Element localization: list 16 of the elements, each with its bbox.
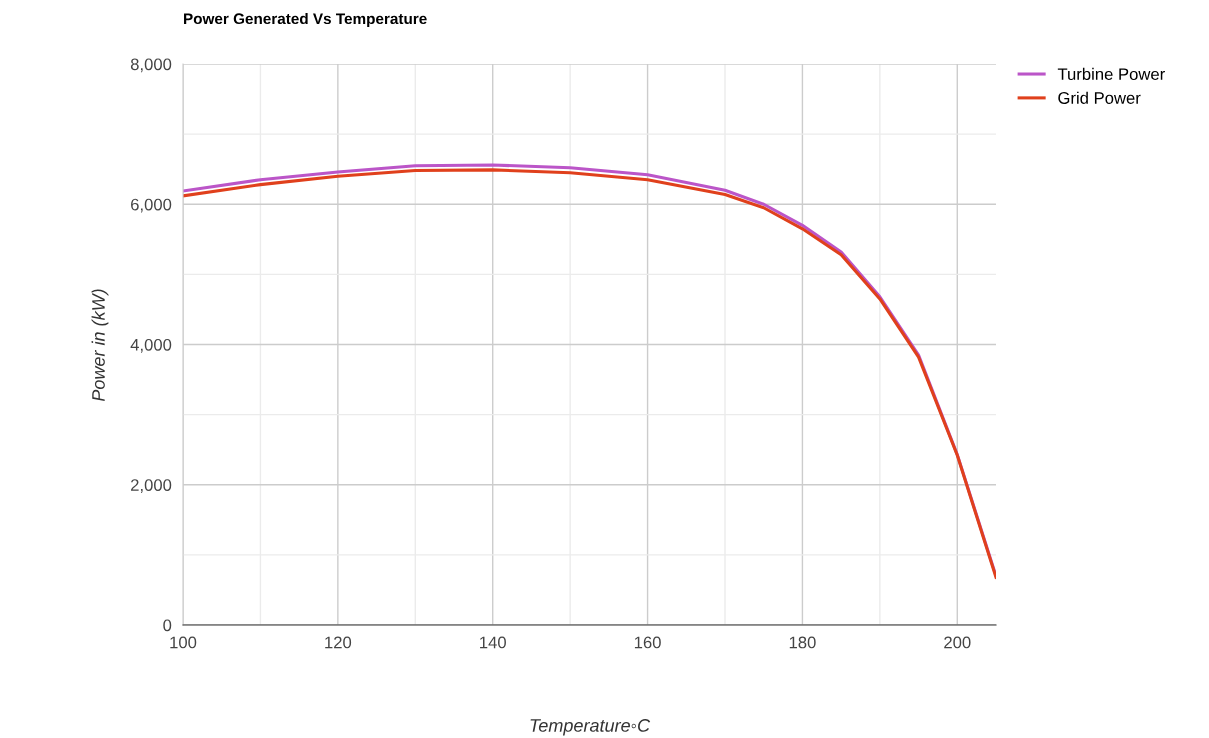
legend-label: Turbine Power — [1057, 67, 1165, 81]
legend-label: Grid Power — [1058, 91, 1141, 104]
x-tick-label: 160 — [634, 636, 661, 649]
x-axis-title: Temperature◦C — [530, 719, 651, 736]
x-tick-label: 200 — [944, 636, 971, 649]
y-tick-label: 0 — [163, 619, 172, 632]
y-tick-label: 6,000 — [131, 198, 172, 213]
x-tick-label: 100 — [170, 636, 197, 649]
chart-title: Power Generated Vs Temperature — [184, 12, 427, 28]
x-tick-label: 180 — [789, 636, 816, 649]
y-axis-title: Power in (kW) — [91, 289, 109, 402]
y-tick-label: 2,000 — [131, 479, 172, 493]
x-tick-label: 140 — [480, 636, 506, 649]
y-tick-label: 8,000 — [130, 58, 172, 73]
y-tick-label: 4,000 — [130, 338, 172, 353]
x-tick-label: 120 — [325, 636, 352, 649]
